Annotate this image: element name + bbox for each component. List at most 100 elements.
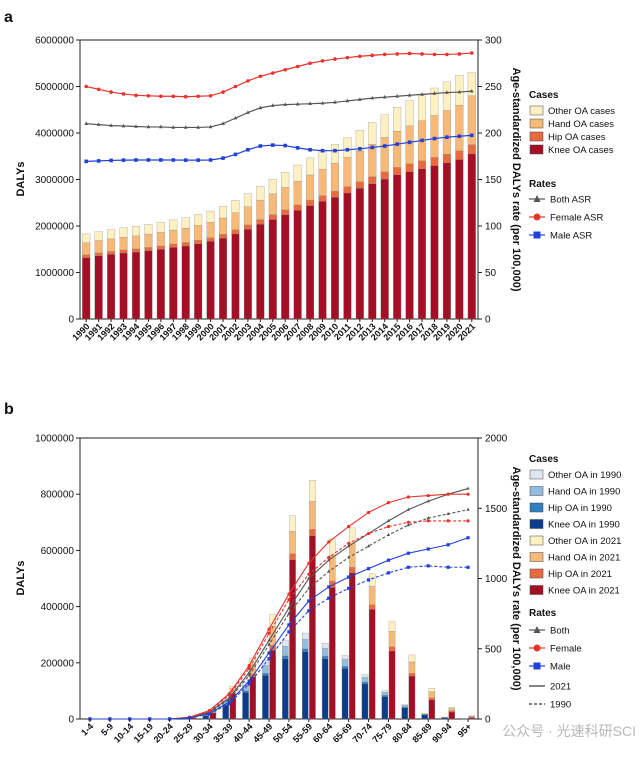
rate-point-male-a xyxy=(407,140,412,145)
rate-point-both-a xyxy=(407,93,412,97)
y-tick-label-b: 200000 xyxy=(41,658,75,669)
rate-point-male-a xyxy=(159,158,163,162)
bar-hip-a xyxy=(131,248,140,253)
x-tick-label-b: 45-49 xyxy=(251,721,274,744)
rate-line-male-2021 xyxy=(89,537,469,720)
rate-point-male-a xyxy=(246,147,250,152)
bar-other90-1990 xyxy=(381,690,389,693)
y-tick-label-a: 5000000 xyxy=(35,82,74,93)
rate-point-both-2021 xyxy=(426,499,430,503)
bar-knee-a xyxy=(94,255,103,320)
rate-point-both-a xyxy=(121,123,126,128)
x-tick-label-b: 1-4 xyxy=(79,721,95,737)
bar-hand90-1990 xyxy=(321,648,329,657)
y2-tick-label-a: 50 xyxy=(485,268,497,279)
bar-knee90-1990 xyxy=(242,692,249,720)
rate-point-female-a xyxy=(233,84,238,89)
y-tick-label-a: 4000000 xyxy=(35,129,74,140)
rate-point-both-a xyxy=(183,125,188,129)
rate-point-both-1990 xyxy=(227,697,231,701)
bar-hand-a xyxy=(318,168,327,196)
bar-hip-2021 xyxy=(428,697,436,701)
bar-other-a xyxy=(231,200,240,213)
rate-point-male-a xyxy=(171,158,176,162)
x-tick-label-b: 25-29 xyxy=(172,721,195,744)
bar-hip-a xyxy=(293,204,302,211)
rate-point-female-1990 xyxy=(366,531,371,536)
rate-point-both-a xyxy=(358,97,362,101)
bar-hand-a xyxy=(293,181,302,206)
bar-hand-2021 xyxy=(388,631,396,647)
bar-hip-2021 xyxy=(448,710,455,713)
rate-point-both-a xyxy=(370,95,375,100)
legend-label-other90-b: Other OA in 1990 xyxy=(548,470,621,481)
rate-point-female-a xyxy=(159,94,163,99)
rate-point-male-a xyxy=(382,144,387,148)
rate-point-male-a xyxy=(420,138,424,143)
rate-point-male-1990 xyxy=(287,630,291,634)
bar-hip90-1990 xyxy=(242,690,249,693)
rate-point-male-2021 xyxy=(426,547,430,551)
rate-line-both-1990 xyxy=(89,509,469,720)
legend-year-label-1990: 1990 xyxy=(550,700,571,711)
rate-point-male-a xyxy=(121,158,126,162)
legend-year-label-2021: 2021 xyxy=(550,682,571,693)
rate-point-female-a xyxy=(134,93,138,98)
rate-point-both-a xyxy=(196,125,200,129)
bar-other-a xyxy=(268,179,277,194)
rate-point-both-2021 xyxy=(327,558,331,562)
bar-hip-a xyxy=(430,157,439,166)
rate-point-female-2021 xyxy=(386,501,391,505)
bar-knee-a xyxy=(169,247,178,320)
x-tick-label-b: 20-24 xyxy=(152,721,175,744)
rate-point-both-2021 xyxy=(406,507,410,511)
rate-point-female-a xyxy=(109,90,113,94)
rate-point-both-1990 xyxy=(446,511,450,515)
bar-hip-a xyxy=(318,195,327,202)
rate-point-male-a xyxy=(196,158,200,162)
bar-other-a xyxy=(119,227,128,238)
bar-hip-a xyxy=(169,243,178,248)
rate-point-both-1990 xyxy=(287,611,291,615)
rate-point-female-1990 xyxy=(406,520,410,524)
rate-point-female-a xyxy=(370,53,375,58)
rate-point-female-a xyxy=(84,84,89,89)
bar-knee90-1990 xyxy=(302,651,309,720)
bar-knee-a xyxy=(131,251,140,320)
rate-point-female-2021 xyxy=(287,592,291,596)
legend-label-hand90-b: Hand OA in 1990 xyxy=(548,487,620,498)
rate-point-both-a xyxy=(84,121,89,125)
rate-point-female-1990 xyxy=(347,541,351,545)
legend-swatch-other-b xyxy=(529,535,544,546)
legend-cases-title-b: Cases xyxy=(529,454,559,465)
bar-hip-a xyxy=(181,242,190,247)
bar-other-a xyxy=(393,107,402,132)
bar-other-a xyxy=(82,233,91,243)
rate-point-male-a xyxy=(183,158,188,162)
y2-tick-label-b: 1500 xyxy=(485,504,508,515)
legend-rate-label-both-b: Both xyxy=(550,626,570,637)
rate-point-both-a xyxy=(146,124,151,129)
bar-hip-2021 xyxy=(289,553,296,560)
panel-a-chart: 0 1000000 2000000 3000000 4000000 5000000 6000… xyxy=(15,36,615,343)
bar-knee-a xyxy=(467,153,476,320)
rate-point-both-a xyxy=(134,124,138,128)
bar-other-2021 xyxy=(448,707,455,709)
rate-point-female-a xyxy=(345,55,350,60)
bar-other-a xyxy=(181,217,190,229)
y2-tick-label-a: 150 xyxy=(485,175,502,186)
bar-hip-2021 xyxy=(408,673,416,677)
bar-hand90-1990 xyxy=(361,677,369,683)
legend-marker-male-a xyxy=(533,231,541,239)
bar-knee-a xyxy=(144,250,153,320)
rate-point-male-2021 xyxy=(307,599,311,603)
bar-other90-1990 xyxy=(401,704,408,706)
rate-point-female-a xyxy=(432,52,437,57)
bar-hip-a xyxy=(455,150,464,160)
bar-knee-a xyxy=(368,183,377,320)
rate-point-female-a xyxy=(395,52,399,56)
bar-hip-a xyxy=(144,247,153,251)
bar-knee90-1990 xyxy=(401,707,408,720)
bar-hand-a xyxy=(94,240,103,254)
rate-point-male-a xyxy=(445,135,449,139)
